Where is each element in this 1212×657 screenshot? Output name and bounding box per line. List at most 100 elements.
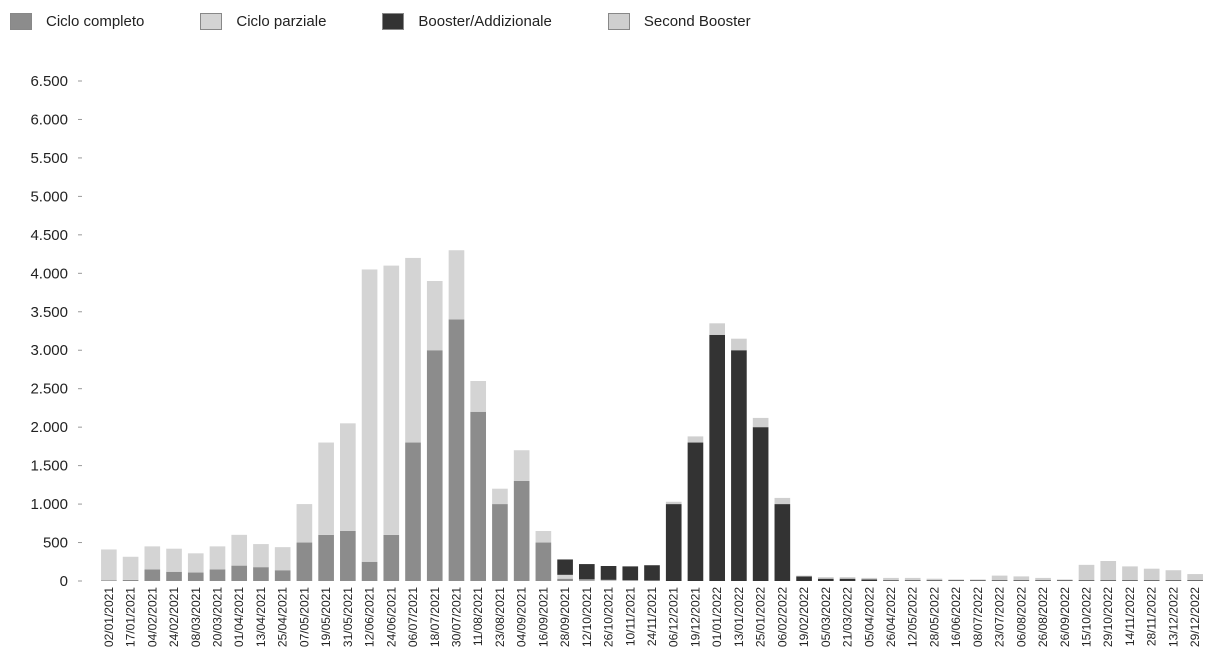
x-tick-label: 19/12/2021: [688, 587, 702, 647]
x-tick-label: 21/03/2022: [841, 587, 855, 647]
bar-second-booster: [709, 323, 725, 335]
bar-booster-addizionale: [687, 442, 704, 581]
bar-booster-addizionale: [644, 565, 660, 581]
bar-booster-addizionale: [991, 580, 1008, 581]
bar-ciclo-completo: [470, 411, 487, 581]
bar-second-booster: [1122, 566, 1138, 581]
x-tick-label: 18/07/2021: [428, 587, 442, 647]
x-tick-label: 13/12/2022: [1166, 587, 1180, 647]
legend-item-booster: Booster/Addizionale: [382, 12, 552, 30]
x-tick-label: 26/10/2021: [602, 587, 616, 647]
x-tick-label: 11/08/2021: [471, 587, 485, 646]
bar-second-booster: [817, 577, 834, 579]
bar-ciclo-parziale: [448, 250, 465, 320]
x-tick-label: 07/05/2021: [297, 587, 311, 647]
bar-ciclo-parziale: [253, 544, 269, 568]
bar-ciclo-parziale: [600, 579, 617, 581]
bar-booster-addizionale: [796, 576, 812, 581]
x-tick-label: 14/11/2022: [1123, 587, 1137, 646]
chart-legend: Ciclo completo Ciclo parziale Booster/Ad…: [10, 10, 807, 32]
y-tick-label: 6.000: [30, 111, 68, 128]
x-tick-label: 05/03/2022: [819, 587, 833, 647]
x-tick-label: 26/09/2022: [1058, 587, 1072, 647]
bar-ciclo-completo: [144, 569, 161, 581]
x-tick-label: 28/09/2021: [558, 587, 572, 647]
bar-ciclo-parziale: [340, 423, 356, 531]
y-tick-label: 6.500: [30, 73, 68, 90]
bar-ciclo-completo: [513, 481, 530, 581]
legend-label-second-booster: Second Booster: [643, 12, 751, 30]
bar-ciclo-completo: [318, 534, 334, 581]
x-tick-label: 16/06/2022: [949, 587, 963, 647]
bar-second-booster: [904, 577, 921, 581]
bar-ciclo-completo: [187, 572, 204, 581]
x-tick-label: 13/01/2022: [732, 587, 746, 647]
legend-swatch-ciclo-parziale: [200, 12, 223, 30]
bar-ciclo-completo: [231, 565, 248, 581]
bar-ciclo-parziale: [492, 488, 508, 505]
bar-booster-addizionale: [1143, 580, 1160, 581]
bar-booster-addizionale: [817, 578, 834, 581]
bar-ciclo-parziale: [535, 531, 552, 543]
bar-booster-addizionale: [1056, 580, 1073, 581]
x-tick-label: 24/02/2021: [167, 587, 181, 647]
bar-ciclo-completo: [122, 579, 139, 581]
x-tick-label: 24/06/2021: [384, 587, 398, 647]
x-tick-label: 26/08/2022: [1036, 587, 1050, 647]
y-tick-label: 500: [43, 535, 68, 552]
bar-second-booster: [1078, 564, 1095, 581]
x-tick-label: 04/02/2021: [145, 587, 159, 647]
bar-ciclo-parziale: [513, 450, 530, 481]
x-tick-label: 29/12/2022: [1188, 587, 1202, 647]
bar-booster-addizionale: [709, 334, 725, 581]
legend-item-ciclo-completo: Ciclo completo: [10, 12, 144, 30]
bar-booster-addizionale: [839, 578, 856, 581]
bar-booster-addizionale: [861, 579, 878, 581]
bar-booster-addizionale: [1122, 580, 1138, 581]
bar-second-booster: [665, 501, 682, 505]
bar-second-booster: [1187, 574, 1203, 581]
bar-ciclo-completo: [101, 580, 117, 581]
x-tick-label: 29/10/2022: [1101, 587, 1115, 647]
bar-second-booster: [839, 577, 856, 579]
bar-booster-addizionale: [1078, 580, 1095, 581]
bar-ciclo-parziale: [274, 547, 291, 571]
bar-ciclo-parziale: [579, 579, 595, 581]
bar-booster-addizionale: [1165, 580, 1182, 581]
bar-ciclo-completo: [253, 567, 269, 581]
x-tick-label: 30/07/2021: [449, 587, 463, 647]
bar-ciclo-parziale: [383, 265, 400, 535]
bar-second-booster: [1056, 579, 1073, 581]
bar-ciclo-completo: [383, 534, 400, 581]
bar-booster-addizionale: [600, 566, 617, 580]
bar-ciclo-parziale: [470, 381, 487, 412]
x-tick-label: 13/04/2021: [254, 587, 268, 647]
x-tick-label: 01/01/2022: [710, 587, 724, 647]
legend-label-booster: Booster/Addizionale: [418, 12, 552, 30]
bar-ciclo-parziale: [187, 553, 204, 573]
x-tick-label: 23/07/2022: [993, 587, 1007, 647]
y-tick-label: 5.000: [30, 188, 68, 205]
bar-second-booster: [1035, 577, 1051, 581]
x-tick-label: 06/07/2021: [406, 587, 420, 647]
bar-second-booster: [970, 579, 986, 581]
bar-second-booster: [796, 575, 812, 577]
bar-ciclo-parziale: [101, 549, 117, 581]
x-tick-label: 08/07/2022: [971, 587, 985, 647]
bar-second-booster: [731, 338, 747, 351]
x-tick-label: 28/05/2022: [927, 587, 941, 647]
bar-ciclo-completo: [296, 542, 313, 581]
x-tick-label: 19/05/2021: [319, 587, 333, 647]
x-tick-label: 01/04/2021: [232, 587, 246, 647]
bar-ciclo-completo: [448, 319, 465, 581]
y-tick-label: 4.500: [30, 227, 68, 244]
x-tick-label: 05/04/2022: [862, 587, 876, 647]
legend-swatch-booster: [382, 12, 405, 30]
bar-ciclo-parziale: [318, 442, 334, 535]
bar-ciclo-completo: [340, 531, 356, 581]
bar-booster-addizionale: [904, 580, 921, 581]
x-tick-label: 25/01/2022: [754, 587, 768, 647]
x-tick-label: 12/06/2021: [363, 587, 377, 647]
x-tick-label: 23/08/2021: [493, 587, 507, 647]
